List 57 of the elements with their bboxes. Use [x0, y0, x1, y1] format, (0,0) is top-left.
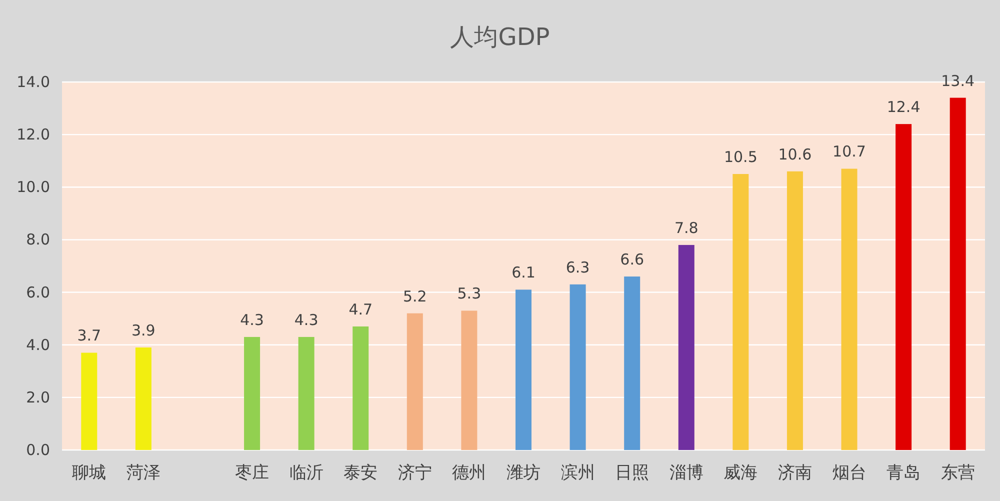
bar	[406, 313, 423, 450]
x-tick-label: 威海	[724, 463, 758, 483]
data-label: 7.8	[674, 218, 698, 237]
data-label: 5.2	[402, 287, 427, 306]
data-label: 6.1	[512, 264, 536, 282]
chart-title: 人均GDP	[450, 23, 550, 51]
bar	[678, 244, 694, 450]
y-tick-label: 8.0	[26, 230, 50, 249]
y-tick-label: 0.0	[26, 441, 50, 459]
data-label: 12.4	[886, 98, 920, 116]
data-label: 6.6	[620, 250, 644, 269]
y-tick-label: 12.0	[16, 126, 50, 144]
x-tick-label: 日照	[615, 463, 650, 483]
x-tick-label: 烟台	[832, 463, 866, 483]
x-tick-label: 滨州	[560, 463, 595, 483]
data-label: 4.3	[240, 310, 264, 329]
bar	[298, 336, 314, 450]
data-label: 3.7	[77, 326, 102, 345]
x-tick-label: 潍坊	[506, 463, 540, 483]
x-tick-label: 枣庄	[235, 463, 270, 483]
bar	[950, 98, 966, 450]
x-tick-label: 聊城	[72, 463, 106, 483]
y-tick-label: 6.0	[26, 283, 50, 302]
y-tick-label: 4.0	[26, 336, 50, 354]
data-label: 4.3	[294, 310, 318, 329]
x-tick-label: 淄博	[669, 463, 704, 483]
x-tick-label: 菏泽	[126, 463, 160, 483]
data-label: 3.9	[132, 321, 156, 340]
bar	[896, 124, 912, 450]
bar	[352, 326, 369, 450]
data-label: 13.4	[941, 72, 975, 90]
bar	[81, 352, 98, 450]
bar	[135, 347, 152, 450]
bar	[624, 276, 640, 450]
x-tick-label: 东营	[940, 463, 975, 483]
x-tick-label: 青岛	[886, 463, 921, 483]
bar	[732, 174, 749, 450]
data-label: 10.5	[724, 148, 758, 166]
bar	[461, 310, 478, 450]
bar	[244, 336, 260, 450]
x-tick-label: 临沂	[289, 463, 324, 483]
x-tick-label: 济宁	[398, 463, 432, 483]
x-tick-label: 泰安	[344, 463, 378, 483]
data-label: 10.6	[778, 145, 812, 164]
x-tick-label: 德州	[452, 463, 486, 483]
data-label: 6.3	[566, 258, 590, 276]
bar	[516, 290, 532, 450]
data-label: 5.3	[457, 284, 482, 303]
y-tick-label: 2.0	[26, 388, 50, 406]
y-tick-label: 14.0	[16, 73, 50, 91]
bar	[570, 284, 586, 450]
bar	[786, 171, 803, 450]
bar	[841, 168, 858, 450]
data-label: 10.7	[832, 142, 866, 161]
y-tick-label: 10.0	[16, 178, 50, 196]
data-label: 4.7	[348, 300, 373, 318]
x-tick-label: 济南	[778, 463, 812, 483]
